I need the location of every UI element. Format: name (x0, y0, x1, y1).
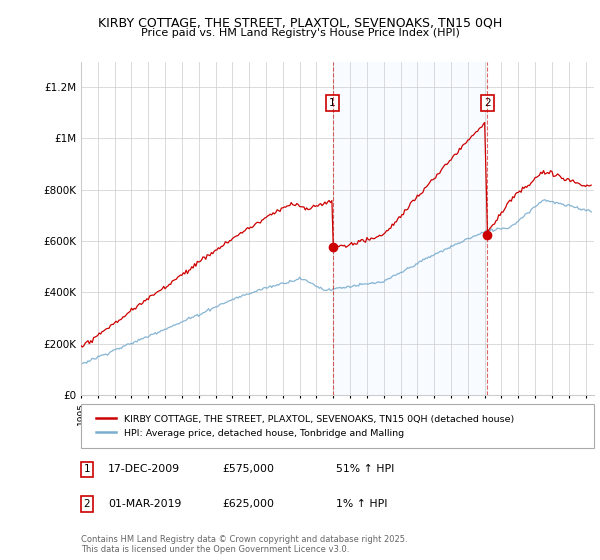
Text: 2: 2 (83, 499, 91, 509)
Text: 2: 2 (484, 98, 491, 108)
Text: KIRBY COTTAGE, THE STREET, PLAXTOL, SEVENOAKS, TN15 0QH: KIRBY COTTAGE, THE STREET, PLAXTOL, SEVE… (98, 17, 502, 30)
Text: 1% ↑ HPI: 1% ↑ HPI (336, 499, 388, 509)
Text: £575,000: £575,000 (222, 464, 274, 474)
FancyBboxPatch shape (81, 404, 594, 448)
Bar (332, 62, 487, 395)
Text: 01-MAR-2019: 01-MAR-2019 (108, 499, 181, 509)
Text: Price paid vs. HM Land Registry's House Price Index (HPI): Price paid vs. HM Land Registry's House … (140, 28, 460, 38)
Text: 17-DEC-2009: 17-DEC-2009 (108, 464, 180, 474)
Text: Contains HM Land Registry data © Crown copyright and database right 2025.
This d: Contains HM Land Registry data © Crown c… (81, 535, 407, 554)
Text: 1: 1 (329, 98, 336, 108)
Text: 1: 1 (83, 464, 91, 474)
Legend: KIRBY COTTAGE, THE STREET, PLAXTOL, SEVENOAKS, TN15 0QH (detached house), HPI: A: KIRBY COTTAGE, THE STREET, PLAXTOL, SEVE… (91, 410, 519, 442)
Text: £625,000: £625,000 (222, 499, 274, 509)
Text: 51% ↑ HPI: 51% ↑ HPI (336, 464, 394, 474)
